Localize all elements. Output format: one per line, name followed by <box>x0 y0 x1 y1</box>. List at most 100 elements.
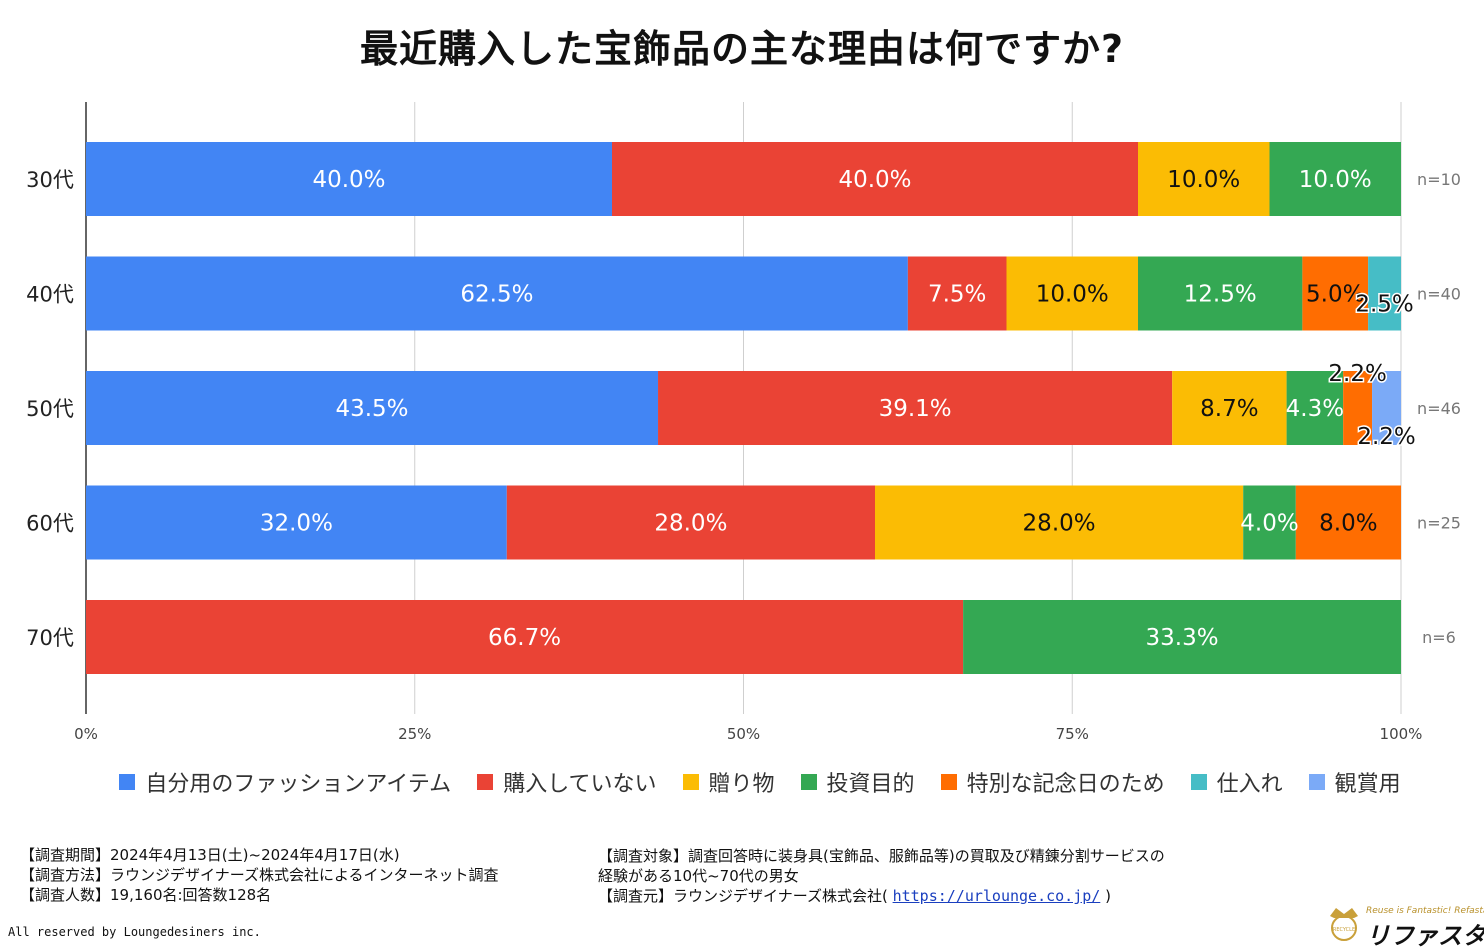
bar-segment <box>86 142 612 216</box>
sample-size-label: n=25 <box>1417 514 1461 533</box>
survey-period: 【調査期間】2024年4月13日(土)~2024年4月17日(水) <box>20 846 400 864</box>
data-label: 8.0% <box>1319 511 1377 537</box>
y-category-label: 30代 <box>26 168 74 192</box>
bar-segment <box>1172 371 1287 445</box>
bar-segments <box>86 142 1401 674</box>
bar-segment <box>1295 485 1401 560</box>
x-tick-label: 0% <box>74 725 98 743</box>
bar-segment <box>506 485 875 560</box>
y-category-label: 50代 <box>26 397 74 421</box>
legend-item: 投資目的 <box>800 766 915 798</box>
bar-segment <box>1368 256 1401 331</box>
bar-segment <box>1269 142 1401 216</box>
y-category-label: 70代 <box>26 626 74 650</box>
data-label: 62.5% <box>460 282 533 308</box>
bar-segment <box>86 600 964 674</box>
data-label: 32.0% <box>260 511 333 537</box>
bar-segment <box>1343 371 1373 445</box>
survey-target: 【調査対象】調査回答時に装身具(宝飾品、服飾品等)の買取及び精錬分割サービスの <box>598 847 1165 865</box>
legend-label: 特別な記念日のため <box>966 772 1165 797</box>
legend-label: 自分用のファッションアイテム <box>145 772 452 797</box>
data-label: 5.0% <box>1306 282 1364 308</box>
data-label: 28.0% <box>654 511 727 537</box>
data-label: 12.5% <box>1184 282 1257 308</box>
axis-labels: 0% 25% 50% 75% 100% 30代 n=10 40代 n=40 50代 n=46 60代 n… <box>26 168 1461 743</box>
data-label: 39.1% <box>879 396 952 422</box>
legend-item: 特別な記念日のため <box>940 766 1165 798</box>
legend-item: 購入していない <box>477 766 657 798</box>
legend-item: 観賞用 <box>1308 766 1401 798</box>
legend-swatch <box>1308 774 1325 790</box>
data-label: 28.0% <box>1023 511 1096 537</box>
chart-title: 最近購入した宝飾品の主な理由は何ですか? <box>359 27 1125 71</box>
legend-swatch <box>940 774 957 790</box>
bar-segment <box>86 256 908 331</box>
bar-segment <box>1372 371 1401 445</box>
data-label: 2.2% <box>1328 361 1386 387</box>
bar-segment <box>86 485 507 560</box>
data-label: 40.0% <box>838 167 911 193</box>
sample-size-label: n=40 <box>1417 285 1461 304</box>
logo-wordmark: リファスタ <box>1366 922 1484 950</box>
legend-item: 自分用のファッションアイテム <box>119 766 451 798</box>
copyright-text: All reserved by Loungedesiners inc. <box>8 925 261 939</box>
x-tick-label: 25% <box>398 725 431 743</box>
legend-swatch <box>119 774 136 790</box>
bar-segment <box>1302 256 1369 331</box>
data-label: 4.3% <box>1286 396 1344 422</box>
y-category-label: 40代 <box>26 283 74 307</box>
crown-emblem-icon: RECYCLE <box>1330 908 1358 941</box>
legend-item: 仕入れ <box>1190 766 1283 798</box>
bar-segment <box>1138 256 1303 331</box>
survey-respondents: 【調査人数】19,160名:回答数128名 <box>20 886 272 904</box>
bar-segment <box>658 371 1173 445</box>
legend-swatch <box>682 774 699 790</box>
legend-label: 投資目的 <box>826 772 915 797</box>
logo-tagline: Reuse is Fantastic! Refasta <box>1366 906 1484 916</box>
bar-segment <box>612 142 1138 216</box>
legend-label: 贈り物 <box>708 772 775 797</box>
chart-legend: 自分用のファッションアイテム 購入していない 贈り物 投資目的 特別な記念日のため 仕入れ… <box>60 766 1460 798</box>
survey-method: 【調査方法】ラウンジデザイナーズ株式会社によるインターネット調査 <box>20 866 499 884</box>
data-label: 10.0% <box>1036 282 1109 308</box>
survey-source-close: ) <box>1105 887 1111 905</box>
data-label: 8.7% <box>1200 396 1258 422</box>
x-tick-label: 50% <box>727 725 760 743</box>
bar-segment <box>907 256 1007 331</box>
source-link[interactable]: https://urlounge.co.jp/ <box>892 887 1101 905</box>
data-label: 2.2% <box>1357 424 1415 450</box>
survey-source: 【調査元】ラウンジデザイナーズ株式会社( https://urlounge.co… <box>598 886 1165 906</box>
data-label: 33.3% <box>1146 625 1219 651</box>
x-tick-label: 100% <box>1380 725 1423 743</box>
bar-segment <box>1243 485 1296 560</box>
bar-segment <box>875 485 1244 560</box>
survey-target-cont: 経験がある10代~70代の男女 <box>598 867 799 885</box>
data-label: 4.0% <box>1240 511 1298 537</box>
survey-notes-right: 【調査対象】調査回答時に装身具(宝飾品、服飾品等)の買取及び精錬分割サービスの … <box>598 846 1165 906</box>
emblem-text: RECYCLE <box>1333 927 1355 933</box>
legend-label: 購入していない <box>503 772 657 797</box>
data-label: 10.0% <box>1167 167 1240 193</box>
data-label: 66.7% <box>488 625 561 651</box>
x-tick-label: 75% <box>1056 725 1089 743</box>
bar-segment <box>1286 371 1344 445</box>
data-label: 40.0% <box>312 167 385 193</box>
data-label: 7.5% <box>928 282 986 308</box>
legend-swatch <box>800 774 817 790</box>
legend-swatch <box>477 774 494 790</box>
legend-swatch <box>1190 774 1207 790</box>
legend-label: 仕入れ <box>1216 772 1283 797</box>
stacked-bar-chart: 40.0% 40.0% 10.0% 10.0% 62.5% 7.5% 10.0% 12.5% 5… <box>26 102 1461 743</box>
survey-notes-left: 【調査期間】2024年4月13日(土)~2024年4月17日(水) 【調査方法】… <box>20 845 499 905</box>
data-label: 10.0% <box>1299 167 1372 193</box>
legend-label: 観賞用 <box>1334 772 1401 797</box>
sample-size-label: n=6 <box>1422 628 1456 647</box>
sample-size-label: n=46 <box>1417 399 1461 418</box>
data-label: 2.5% <box>1355 292 1413 318</box>
bar-segment <box>1006 256 1138 331</box>
legend-item: 贈り物 <box>682 766 775 798</box>
data-label: 43.5% <box>335 396 408 422</box>
data-labels: 40.0% 40.0% 10.0% 10.0% 62.5% 7.5% 10.0% 12.5% 5… <box>260 167 1417 651</box>
refasta-logo: RECYCLE Reuse is Fantastic! Refasta リファス… <box>1326 902 1484 950</box>
bar-segment <box>1138 142 1270 216</box>
